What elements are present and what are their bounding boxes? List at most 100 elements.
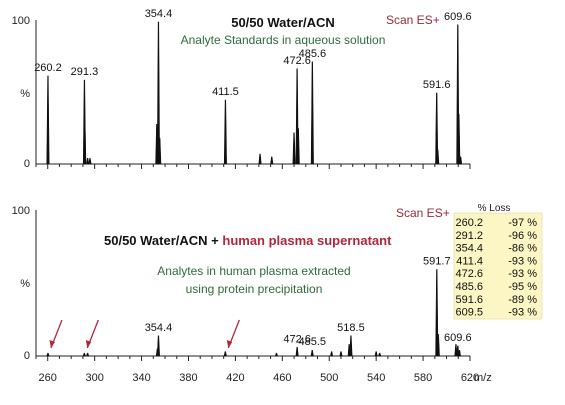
bottom-spectrum-panel: 260 300 340 380 420 460 500 540 580 620 100 % 0 m… — [12, 205, 492, 384]
loss-row-4-mz: 472.6 — [455, 268, 483, 280]
bottom-chart-title-main: 50/50 Water/ACN + — [104, 233, 222, 248]
top-peak-11 — [292, 132, 296, 165]
bottom-x-tick-label-7: 540 — [367, 372, 385, 384]
top-peak-16 — [436, 149, 440, 165]
bottom-y-axis-label: % — [20, 278, 30, 290]
loss-table-header: % Loss — [478, 203, 511, 214]
bottom-x-tick-label-3: 380 — [179, 372, 197, 384]
loss-row-3-mz: 411.4 — [456, 255, 483, 267]
bottom-peak-label-0: 354.4 — [145, 322, 173, 334]
top-peak-4 — [88, 158, 92, 165]
bottom-peak-7 — [295, 347, 299, 357]
bottom-peak-8 — [310, 349, 314, 357]
bottom-peak-19 — [457, 349, 461, 357]
bottom-peak-label-1: 472.6 — [283, 333, 311, 345]
top-peak-label-7: 609.6 — [444, 11, 472, 23]
top-peak-19 — [459, 156, 463, 165]
loss-row-7-value: -93 % — [508, 307, 537, 319]
top-y-axis-label: % — [20, 88, 30, 100]
bottom-peak-13 — [374, 351, 378, 357]
bottom-peak-6 — [274, 352, 279, 357]
loss-table: % Loss 260.2 -97 % 291.2 -96 % 354.4 -86 % 411… — [453, 203, 543, 320]
top-peak-label-3: 411.5 — [212, 86, 239, 98]
top-peak-label-5: 485.6 — [299, 48, 327, 60]
top-peak-9 — [258, 153, 262, 165]
top-peak-label-2: 354.4 — [145, 8, 173, 20]
loss-row-7-mz: 609.5 — [455, 307, 483, 319]
bottom-chart-subtitle-line-1: Analytes in human plasma extracted — [157, 264, 350, 278]
bottom-arrows-group — [49, 319, 240, 349]
bottom-x-tick-labels: 260 300 340 380 420 460 500 540 580 620 — [39, 372, 480, 384]
top-peak-7 — [158, 138, 162, 165]
loss-row-1-mz: 291.2 — [455, 230, 483, 242]
loss-row-3-value: -93 % — [508, 255, 537, 267]
loss-row-0-mz: 260.2 — [455, 217, 483, 229]
bottom-y-tick-0: 0 — [24, 350, 30, 362]
loss-row-1-value: -96 % — [508, 230, 537, 242]
bottom-peak-label-5: 609.6 — [444, 332, 472, 344]
top-scan-mode: Scan ES+ — [386, 13, 440, 27]
loss-table-background — [453, 212, 543, 320]
bottom-x-ticks — [35, 356, 471, 361]
top-y-tick-100: 100 — [12, 15, 30, 27]
bottom-peak-5 — [223, 351, 227, 357]
bottom-peak-2 — [86, 352, 90, 357]
bottom-arrow-2-head — [226, 340, 233, 348]
bottom-peak-label-4: 591.7 — [423, 256, 451, 268]
loss-row-2-value: -86 % — [508, 243, 537, 255]
bottom-x-tick-label-5: 460 — [273, 372, 291, 384]
top-peak-13 — [296, 128, 300, 165]
bottom-peak-9 — [330, 351, 334, 357]
top-y-tick-0: 0 — [24, 158, 30, 170]
bottom-peaks-group — [46, 269, 461, 357]
bottom-chart-title: 50/50 Water/ACN + human plasma supernata… — [104, 233, 392, 248]
loss-row-6-mz: 591.6 — [455, 294, 483, 306]
top-peaks-group — [46, 21, 463, 165]
bottom-arrow-1-head — [85, 340, 92, 348]
top-chart-title: 50/50 Water/ACN — [231, 15, 335, 30]
bottom-x-tick-label-2: 340 — [132, 372, 150, 384]
loss-row-4-value: -93 % — [508, 268, 537, 280]
top-peak-10 — [270, 156, 274, 165]
top-peak-label-1: 291.3 — [71, 66, 99, 78]
bottom-peak-4 — [156, 335, 160, 357]
bottom-peak-label-2: 485.5 — [298, 336, 326, 348]
loss-row-2-mz: 354.4 — [455, 243, 483, 255]
bottom-arrow-0-head — [49, 340, 55, 348]
top-chart-subtitle: Analyte Standards in aqueous solution — [181, 33, 386, 47]
bottom-peak-14 — [378, 352, 382, 357]
bottom-x-axis-label: m/z — [474, 372, 492, 384]
top-peak-0 — [46, 75, 50, 165]
bottom-peak-16 — [436, 334, 440, 357]
bottom-peak-1 — [82, 352, 86, 357]
bottom-chart-subtitle-line-2: using protein precipitation — [186, 282, 323, 296]
top-peak-label-4: 472.6 — [283, 55, 311, 67]
bottom-x-tick-label-6: 500 — [320, 372, 338, 384]
top-peak-label-0: 260.2 — [34, 62, 62, 74]
top-peak-2 — [83, 123, 87, 165]
top-x-ticks — [35, 164, 471, 169]
loss-row-5-mz: 485.6 — [455, 281, 483, 293]
top-peak-label-6: 591.6 — [423, 79, 451, 91]
bottom-peak-12 — [349, 335, 353, 357]
bottom-chart-title-highlight: human plasma supernatant — [222, 233, 392, 248]
loss-row-0-value: -97 % — [508, 217, 537, 229]
bottom-peak-label-3: 518.5 — [337, 322, 365, 334]
bottom-y-tick-100: 100 — [12, 205, 30, 217]
loss-row-6-value: -89 % — [508, 294, 537, 306]
bottom-x-tick-label-8: 580 — [414, 372, 432, 384]
bottom-x-tick-label-4: 420 — [226, 372, 244, 384]
loss-table-rows: 260.2 -97 % 291.2 -96 % 354.4 -86 % 411.4 -93 %… — [455, 217, 537, 319]
bottom-peak-0 — [46, 352, 50, 357]
bottom-peak-10 — [339, 351, 343, 357]
top-peak-3 — [86, 158, 90, 165]
bottom-scan-mode: Scan ES+ — [396, 206, 450, 220]
bottom-x-tick-label-9: 620 — [461, 372, 479, 384]
top-peak-8 — [223, 99, 227, 165]
loss-row-5-value: -95 % — [508, 281, 537, 293]
bottom-x-tick-label-1: 300 — [85, 372, 103, 384]
